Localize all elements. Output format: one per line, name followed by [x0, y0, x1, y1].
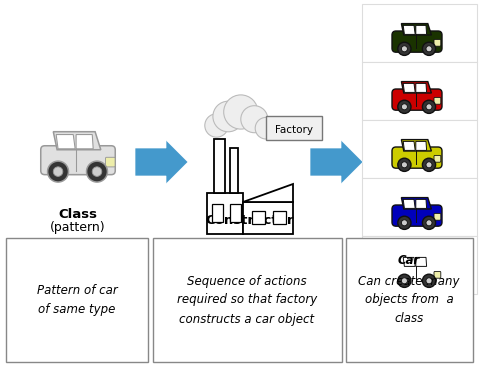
Polygon shape	[416, 83, 427, 92]
Circle shape	[426, 46, 432, 52]
FancyBboxPatch shape	[105, 157, 115, 167]
Text: Factory: Factory	[275, 125, 313, 135]
FancyBboxPatch shape	[362, 62, 477, 120]
Circle shape	[398, 216, 411, 230]
FancyBboxPatch shape	[392, 89, 442, 110]
Polygon shape	[401, 256, 432, 267]
Circle shape	[422, 274, 435, 288]
Circle shape	[398, 100, 411, 113]
Polygon shape	[135, 140, 188, 184]
FancyBboxPatch shape	[434, 272, 441, 278]
Polygon shape	[401, 140, 432, 151]
FancyBboxPatch shape	[346, 238, 473, 362]
Circle shape	[422, 158, 435, 171]
Circle shape	[426, 104, 432, 110]
Circle shape	[87, 161, 107, 182]
FancyBboxPatch shape	[252, 211, 265, 224]
Circle shape	[401, 220, 408, 226]
FancyBboxPatch shape	[362, 178, 477, 236]
Circle shape	[398, 42, 411, 55]
Ellipse shape	[396, 278, 441, 283]
Polygon shape	[401, 198, 432, 209]
Ellipse shape	[396, 220, 441, 225]
FancyBboxPatch shape	[434, 214, 441, 220]
FancyBboxPatch shape	[243, 202, 293, 234]
Text: Class: Class	[58, 208, 98, 221]
Circle shape	[205, 114, 228, 137]
Circle shape	[422, 216, 435, 230]
Text: Objects: Objects	[392, 290, 448, 303]
Polygon shape	[416, 257, 427, 266]
Polygon shape	[76, 135, 93, 149]
Text: Car: Car	[398, 253, 420, 266]
FancyBboxPatch shape	[434, 39, 441, 46]
FancyBboxPatch shape	[41, 146, 115, 174]
Polygon shape	[403, 199, 415, 208]
FancyBboxPatch shape	[230, 148, 238, 193]
FancyBboxPatch shape	[230, 204, 241, 222]
Circle shape	[426, 220, 432, 226]
Circle shape	[401, 104, 408, 110]
Circle shape	[422, 100, 435, 113]
Ellipse shape	[396, 163, 441, 167]
FancyBboxPatch shape	[392, 31, 442, 52]
Circle shape	[398, 274, 411, 288]
Polygon shape	[403, 141, 415, 150]
Circle shape	[92, 167, 102, 176]
Polygon shape	[403, 257, 415, 266]
FancyBboxPatch shape	[214, 139, 225, 193]
Circle shape	[422, 42, 435, 55]
Text: Can create many
objects from  a
class: Can create many objects from a class	[358, 275, 460, 326]
FancyBboxPatch shape	[153, 238, 342, 362]
Ellipse shape	[44, 168, 115, 176]
Circle shape	[398, 158, 411, 171]
Text: (pattern): (pattern)	[50, 221, 106, 234]
Polygon shape	[310, 140, 363, 184]
Polygon shape	[401, 23, 432, 35]
FancyBboxPatch shape	[434, 155, 441, 162]
Polygon shape	[403, 83, 415, 92]
FancyBboxPatch shape	[392, 147, 442, 168]
Circle shape	[213, 101, 243, 132]
FancyBboxPatch shape	[392, 263, 442, 284]
Polygon shape	[416, 199, 427, 208]
Circle shape	[401, 278, 408, 284]
FancyBboxPatch shape	[362, 4, 477, 62]
Polygon shape	[56, 135, 75, 149]
FancyBboxPatch shape	[207, 193, 243, 234]
Circle shape	[53, 167, 63, 176]
FancyBboxPatch shape	[434, 97, 441, 104]
Polygon shape	[416, 141, 427, 150]
Circle shape	[401, 46, 408, 52]
FancyBboxPatch shape	[273, 211, 286, 224]
Polygon shape	[416, 25, 427, 34]
Circle shape	[224, 95, 258, 129]
Text: Pattern of car
of same type: Pattern of car of same type	[36, 284, 117, 316]
FancyBboxPatch shape	[392, 205, 442, 226]
FancyBboxPatch shape	[362, 236, 477, 294]
Polygon shape	[401, 81, 432, 93]
Circle shape	[426, 162, 432, 168]
FancyBboxPatch shape	[362, 120, 477, 178]
Circle shape	[241, 106, 268, 133]
Text: Sequence of actions
required so that factory
constructs a car object: Sequence of actions required so that fac…	[177, 275, 317, 326]
Circle shape	[401, 162, 408, 168]
Text: Constructor: Constructor	[206, 214, 294, 227]
Polygon shape	[243, 184, 293, 202]
Ellipse shape	[396, 105, 441, 109]
Circle shape	[47, 161, 68, 182]
Polygon shape	[53, 132, 101, 150]
Ellipse shape	[396, 46, 441, 51]
FancyBboxPatch shape	[266, 116, 322, 140]
Circle shape	[426, 278, 432, 284]
Polygon shape	[403, 25, 415, 34]
FancyBboxPatch shape	[6, 238, 148, 362]
Circle shape	[255, 118, 277, 139]
FancyBboxPatch shape	[212, 204, 223, 222]
